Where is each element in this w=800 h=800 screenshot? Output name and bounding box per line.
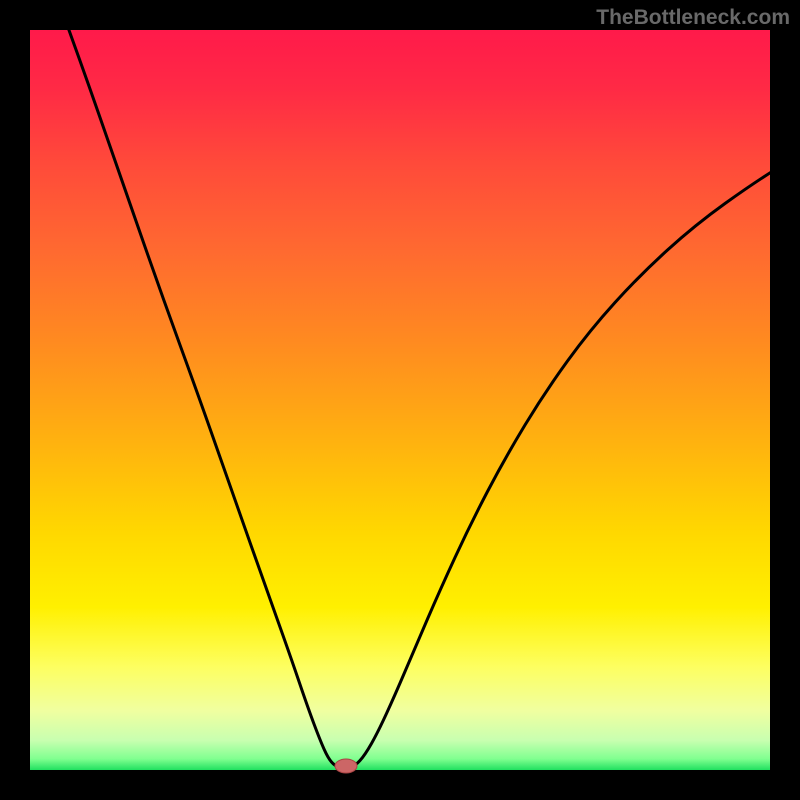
chart-container: TheBottleneck.com [0, 0, 800, 800]
watermark-text: TheBottleneck.com [596, 6, 790, 30]
plot-background [30, 30, 770, 770]
bottleneck-curve [58, 0, 799, 769]
minimum-marker [335, 759, 357, 773]
chart-svg [0, 0, 800, 800]
